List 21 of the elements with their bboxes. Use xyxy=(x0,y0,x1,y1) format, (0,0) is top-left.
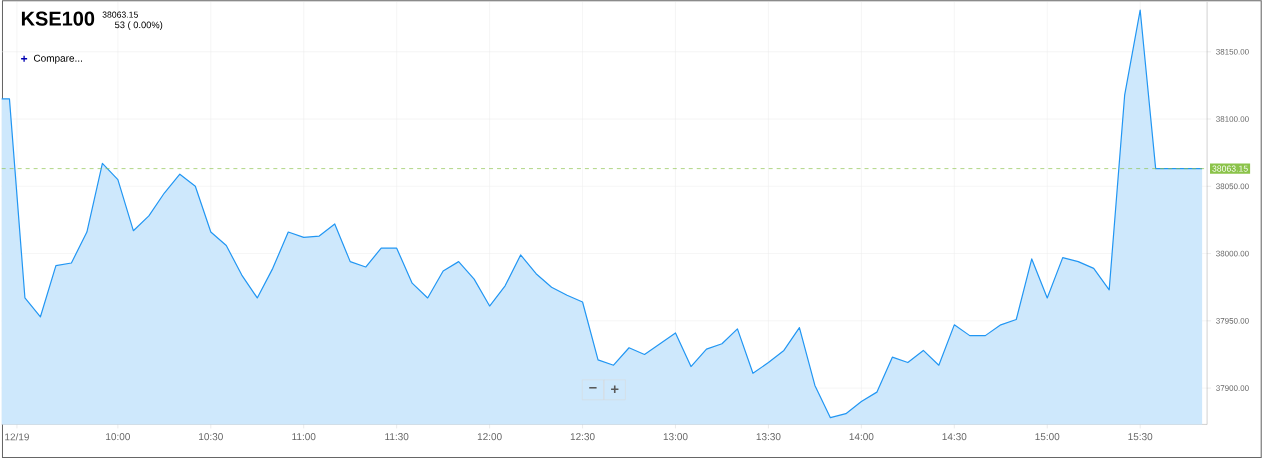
x-tick-label: 15:00 xyxy=(1035,432,1060,441)
x-tick-label: 12:30 xyxy=(570,432,595,441)
x-tick-label: 11:00 xyxy=(292,432,316,441)
x-tick-label: 14:00 xyxy=(849,432,874,441)
annotation: + xyxy=(611,385,619,393)
ref-line-label: 38063.15 xyxy=(1212,165,1248,172)
annotation: − xyxy=(589,386,597,389)
x-tick-label: 12/19 xyxy=(5,432,29,441)
x-tick-label: 13:00 xyxy=(663,432,688,441)
x-tick-label: 13:30 xyxy=(756,432,781,441)
x-tick-label: 11:30 xyxy=(385,432,409,441)
chart-title: KSE100 xyxy=(21,11,95,26)
annotation: + xyxy=(21,55,28,62)
x-tick-label: 10:30 xyxy=(199,432,223,441)
x-tick-label: 12:00 xyxy=(477,432,502,441)
annotation: 53 ( 0.00%) xyxy=(114,21,163,30)
annotation: Compare... xyxy=(33,54,82,64)
x-tick-label: 15:30 xyxy=(1128,432,1153,441)
x-tick-label: 14:30 xyxy=(942,432,967,441)
text: 38063.15 xyxy=(102,11,138,18)
x-tick-label: 10:00 xyxy=(106,432,130,441)
